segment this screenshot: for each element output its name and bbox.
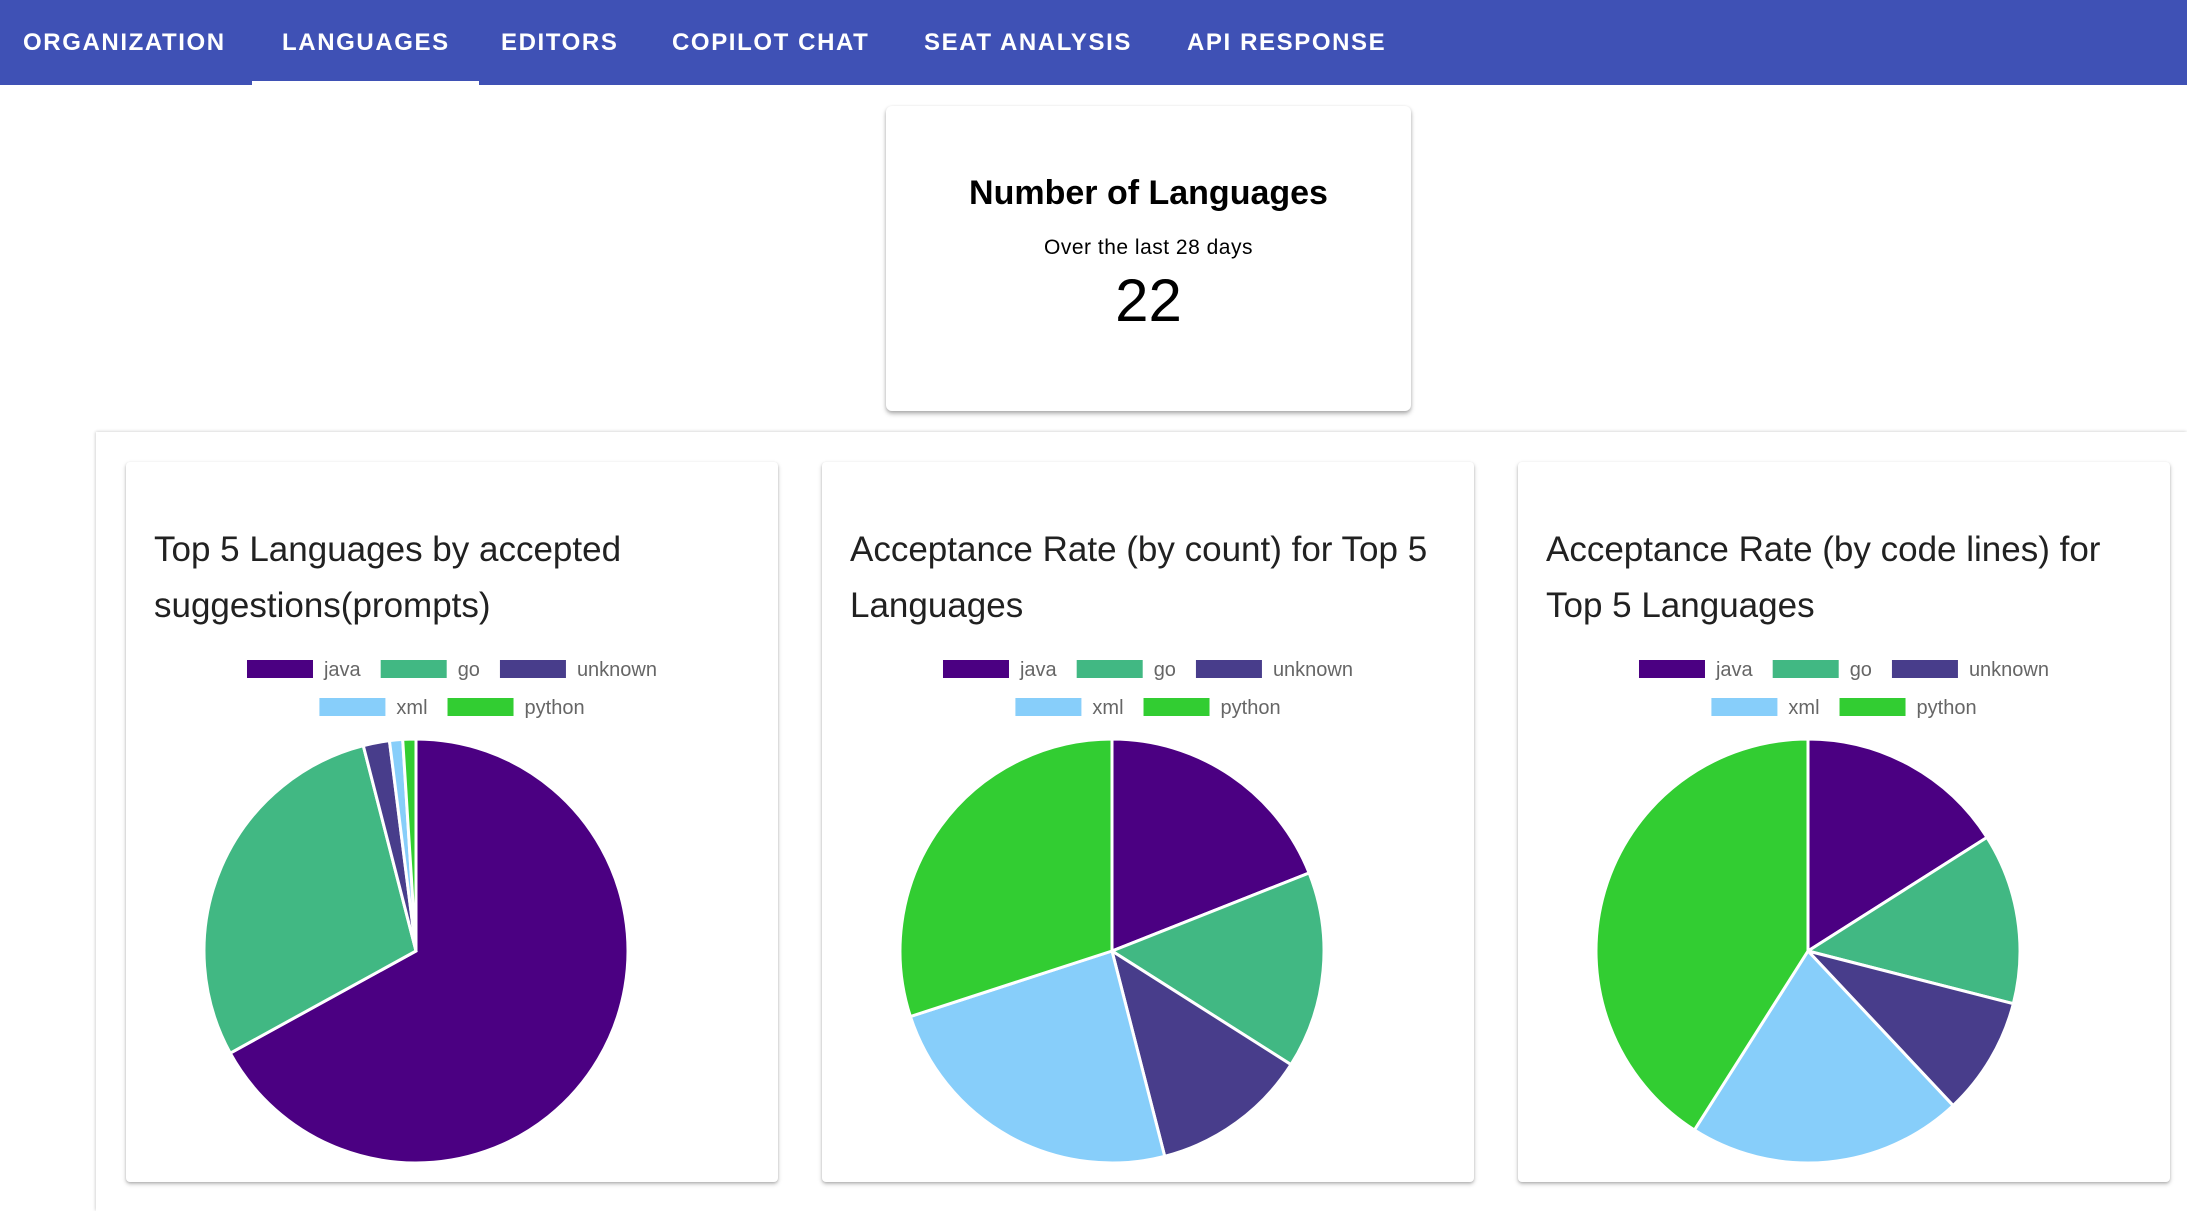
legend-label-java[interactable]: java	[1019, 659, 1058, 681]
tab-editors[interactable]: EDITORS	[501, 29, 619, 56]
summary-title: Number of Languages	[969, 174, 1328, 212]
legend-label-python[interactable]: python	[1221, 697, 1281, 719]
legend-label-go[interactable]: go	[1850, 659, 1872, 681]
legend-swatch-java[interactable]	[942, 660, 1009, 678]
legend-label-unknown[interactable]: unknown	[1273, 659, 1353, 681]
tab-seat-analysis[interactable]: SEAT ANALYSIS	[924, 29, 1132, 56]
tab-organization[interactable]: ORGANIZATION	[23, 29, 226, 56]
pie-chart-acceptance-rate-count: java go unknown xml python	[898, 659, 1353, 1165]
chart-title: Top 5 Languages by accepted suggestions(…	[154, 530, 622, 625]
legend-label-unknown[interactable]: unknown	[577, 659, 657, 681]
legend-swatch-unknown[interactable]	[1891, 660, 1958, 678]
legend-swatch-java[interactable]	[1638, 660, 1705, 678]
pie-slice-xml[interactable]	[908, 949, 1167, 1165]
legend-swatch-xml[interactable]	[1015, 698, 1082, 716]
legend-label-python[interactable]: python	[1917, 697, 1977, 719]
legend-swatch-python[interactable]	[447, 698, 514, 716]
tab-languages[interactable]: LANGUAGES	[252, 0, 479, 85]
pie-slice-python[interactable]	[1594, 737, 1810, 1133]
legend-swatch-go[interactable]	[1772, 660, 1839, 678]
legend-label-java[interactable]: java	[323, 659, 362, 681]
tab-bar: ORGANIZATION LANGUAGES EDITORS COPILOT C…	[0, 0, 2187, 85]
tab-copilot-chat[interactable]: COPILOT CHAT	[672, 29, 870, 56]
legend-swatch-unknown[interactable]	[1195, 660, 1262, 678]
legend-label-go[interactable]: go	[458, 659, 480, 681]
pie-slice-java[interactable]	[1110, 737, 1312, 954]
pie-slice-java[interactable]	[228, 737, 630, 1165]
pie-slice-unknown[interactable]	[1109, 947, 1294, 1159]
chart-card-acceptance-rate-count: Acceptance Rate (by count) for Top 5 Lan…	[822, 462, 1474, 1182]
chart-card-acceptance-rate-lines: Acceptance Rate (by code lines) for Top …	[1518, 462, 2170, 1182]
chart-title: Acceptance Rate (by count) for Top 5 Lan…	[850, 530, 1428, 625]
pie-slice-go[interactable]	[1108, 871, 1326, 1067]
legend-label-go[interactable]: go	[1154, 659, 1176, 681]
pie-chart-accepted-suggestions: java go unknown xml python	[202, 659, 657, 1165]
legend-label-xml[interactable]: xml	[1788, 697, 1819, 719]
legend-swatch-python[interactable]	[1143, 698, 1210, 716]
pie-chart-acceptance-rate-lines: java go unknown xml python	[1594, 659, 2049, 1165]
number-of-languages-card: Number of Languages Over the last 28 day…	[886, 106, 1411, 411]
legend-label-python[interactable]: python	[525, 697, 585, 719]
legend-swatch-java[interactable]	[246, 660, 313, 678]
legend-swatch-xml[interactable]	[319, 698, 386, 716]
legend-label-java[interactable]: java	[1715, 659, 1754, 681]
pie-slice-python[interactable]	[898, 737, 1114, 1019]
pie-slice-unknown[interactable]	[1803, 948, 2016, 1108]
pie-slice-xml[interactable]	[1692, 948, 1956, 1165]
pie-slice-java[interactable]	[1806, 737, 1990, 954]
tab-api-response[interactable]: API RESPONSE	[1187, 29, 1387, 56]
legend-swatch-unknown[interactable]	[499, 660, 566, 678]
legend-label-xml[interactable]: xml	[396, 697, 427, 719]
legend-swatch-go[interactable]	[380, 660, 447, 678]
legend-swatch-go[interactable]	[1076, 660, 1143, 678]
summary-subtitle: Over the last 28 days	[1044, 236, 1253, 259]
chart-card-accepted-suggestions: Top 5 Languages by accepted suggestions(…	[126, 462, 778, 1182]
pie-slice-python[interactable]	[401, 737, 418, 952]
pie-slice-go[interactable]	[1804, 835, 2022, 1006]
legend-swatch-xml[interactable]	[1711, 698, 1778, 716]
chart-title: Acceptance Rate (by code lines) for Top …	[1546, 530, 2101, 625]
legend-label-unknown[interactable]: unknown	[1969, 659, 2049, 681]
summary-value: 22	[1115, 267, 1182, 334]
legend-swatch-python[interactable]	[1839, 698, 1906, 716]
pie-slice-go[interactable]	[202, 743, 418, 1056]
legend-label-xml[interactable]: xml	[1092, 697, 1123, 719]
